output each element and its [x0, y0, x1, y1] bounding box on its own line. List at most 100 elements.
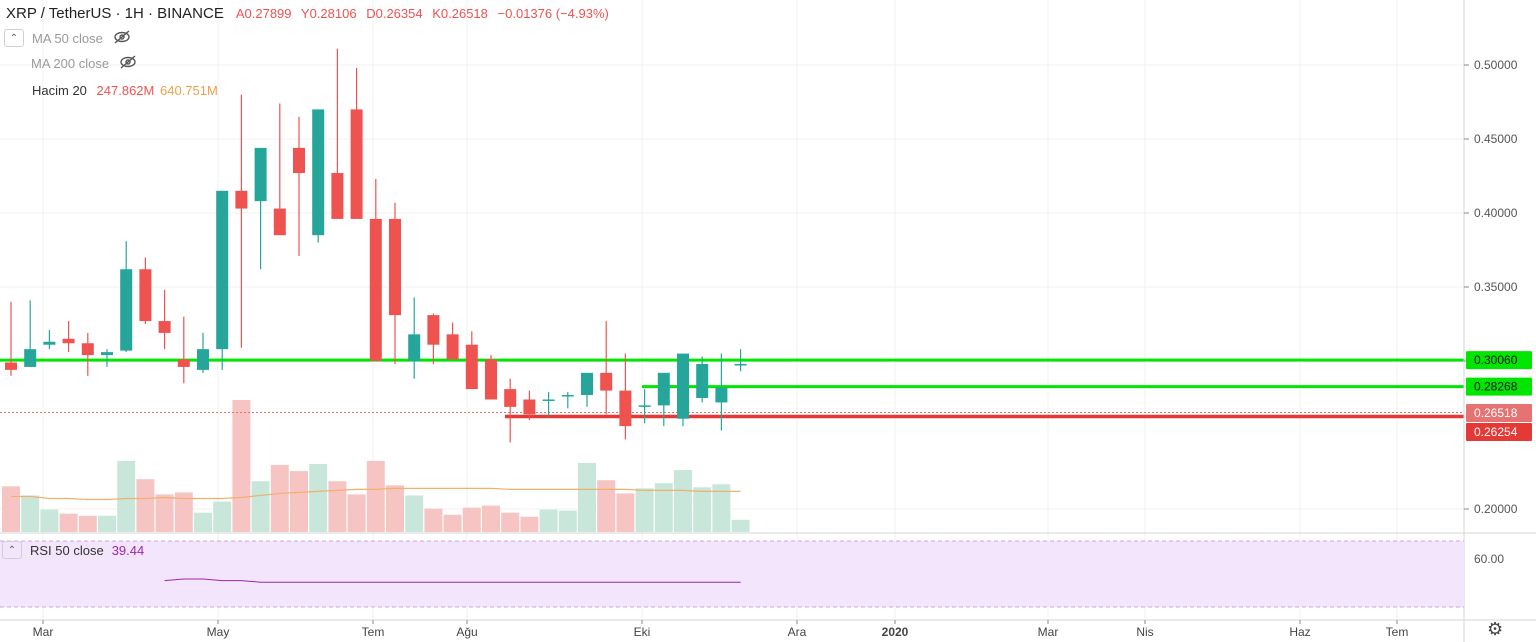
candle-body: [81, 343, 94, 356]
candle-body: [216, 190, 229, 350]
candle-body: [734, 363, 747, 366]
chevron-down-icon[interactable]: ⌃: [2, 541, 22, 559]
rsi-tick-label: 60.00: [1474, 552, 1504, 566]
rsi-label: RSI 50 close: [30, 542, 104, 558]
volume-bar: [290, 471, 308, 532]
volume-bar: [597, 480, 616, 532]
volume-bar: [98, 515, 116, 532]
x-tick-label: Mar: [1038, 625, 1059, 639]
volume-bar: [40, 509, 59, 532]
volume-value: 247.862M: [96, 83, 155, 98]
volume-bar: [232, 400, 251, 532]
ma200-label: MA 200 close: [31, 56, 110, 71]
volume-label: Hacim 20: [32, 83, 87, 98]
price-tag-label: 0.26254: [1474, 425, 1518, 439]
x-tick-label: Mar: [33, 625, 54, 639]
candle-body: [62, 338, 75, 344]
volume-bar: [731, 519, 750, 532]
candle-body: [350, 109, 363, 219]
volume-bar: [693, 487, 712, 532]
volume-bar: [21, 495, 40, 532]
candle-body: [273, 208, 286, 236]
chevron-down-icon[interactable]: ⌃: [4, 29, 24, 47]
change-value: −0.01376 (−4.93%): [497, 6, 609, 21]
candle-body: [101, 352, 113, 356]
eye-off-icon[interactable]: [113, 29, 131, 47]
volume-bar: [270, 464, 289, 532]
candle-body: [600, 372, 613, 391]
candle-body: [485, 359, 497, 400]
candle-body: [581, 372, 593, 396]
candle-body: [254, 147, 267, 202]
volume-ma-line: [11, 487, 741, 501]
candle-body: [331, 173, 344, 219]
volume-ma-value: 640.751M: [160, 83, 218, 98]
volume-bar: [251, 481, 270, 532]
candle-body: [427, 315, 440, 345]
x-tick-label: Tem: [1386, 625, 1409, 639]
high-value: Y0.28106: [300, 6, 357, 21]
ohlc-readout: A0.27899 Y0.28106 D0.26354 K0.26518 −0.0…: [236, 6, 615, 21]
candle-body: [139, 269, 152, 322]
x-tick-label: Ara: [788, 625, 807, 639]
volume-bar: [2, 486, 20, 532]
volume-bar: [424, 508, 443, 532]
chart-header: XRP / TetherUS · 1H · BINANCE A0.27899 Y…: [6, 5, 615, 22]
eye-off-icon[interactable]: [119, 55, 137, 72]
x-tick-label: 2020: [882, 625, 909, 639]
x-tick-label: May: [207, 625, 230, 639]
volume-bar: [213, 501, 232, 532]
candle-body: [504, 389, 517, 407]
candle-body: [312, 109, 325, 236]
ma50-label: MA 50 close: [32, 30, 103, 46]
low-value: D0.26354: [366, 6, 423, 21]
ma200-legend[interactable]: MA 200 close: [31, 55, 137, 72]
volume-bar: [616, 493, 635, 532]
price-tag-bg: [1466, 377, 1532, 396]
candle-body: [696, 363, 709, 398]
volume-bar: [674, 470, 692, 532]
volume-bar: [78, 515, 97, 532]
candle-body: [465, 344, 478, 390]
price-tag-label: 0.26518: [1474, 406, 1518, 420]
volume-bar: [117, 460, 136, 532]
volume-bar: [635, 488, 654, 532]
volume-bar: [309, 463, 328, 532]
candle-body: [638, 405, 651, 407]
gear-icon[interactable]: ⚙: [1487, 619, 1504, 639]
symbol-title[interactable]: XRP / TetherUS · 1H · BINANCE: [6, 5, 224, 22]
volume-bar: [155, 494, 174, 532]
ma50-legend[interactable]: ⌃ MA 50 close: [4, 29, 131, 47]
candle-body: [43, 341, 56, 345]
candle-body: [677, 353, 689, 419]
candle-body: [715, 387, 728, 403]
candle-body: [120, 269, 133, 351]
candle-body: [24, 349, 37, 367]
rsi-line: [164, 578, 741, 583]
candle-body: [542, 399, 555, 401]
volume-bar: [712, 484, 731, 532]
rsi-value: 39.44: [111, 542, 145, 558]
volume-bar: [328, 481, 347, 532]
volume-legend[interactable]: Hacim 20 247.862M 640.751M: [32, 83, 218, 98]
x-tick-label: Eki: [634, 625, 651, 639]
price-tag-bg: [1466, 404, 1532, 422]
candle-body: [408, 334, 421, 361]
open-value: A0.27899: [235, 6, 292, 21]
y-tick-label: 0.40000: [1474, 206, 1518, 220]
y-tick-label: 0.20000: [1474, 502, 1518, 516]
volume-bar: [482, 505, 500, 532]
volume-bar: [462, 507, 481, 532]
volume-bar: [558, 510, 577, 532]
rsi-legend[interactable]: ⌃ RSI 50 close 39.44: [2, 541, 144, 559]
candle-body: [619, 390, 632, 427]
x-tick-label: Nis: [1136, 625, 1153, 639]
rsi-band: [0, 541, 1464, 607]
candle-body: [369, 218, 382, 361]
candle-body: [561, 395, 574, 397]
candle-body: [158, 321, 171, 333]
candle-body: [389, 218, 401, 316]
volume-bar: [654, 483, 673, 532]
volume-bar: [443, 514, 462, 532]
